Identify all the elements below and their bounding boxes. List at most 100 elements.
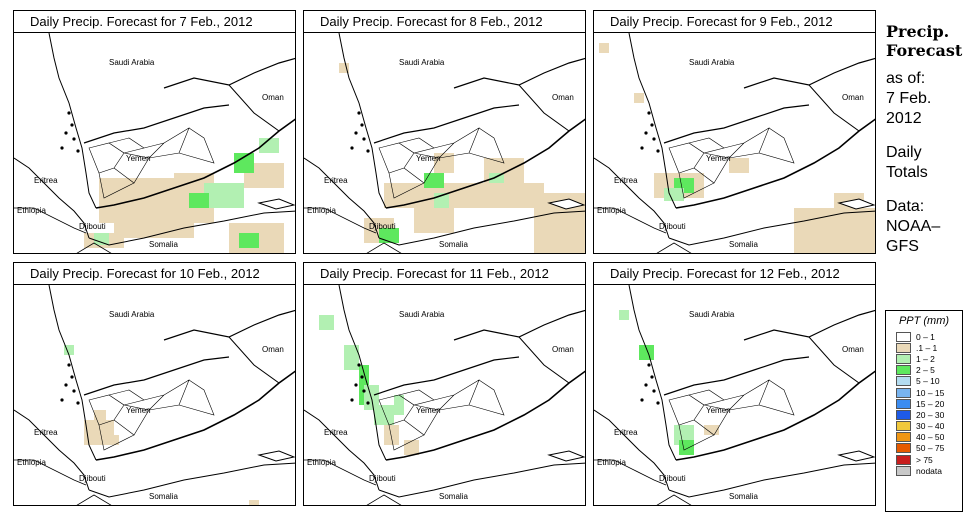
legend-label: 15 – 20 [916, 398, 945, 409]
island-dot [652, 137, 656, 141]
legend-swatch [896, 353, 911, 364]
panel-title: Daily Precip. Forecast for 9 Feb., 2012 [594, 11, 875, 33]
daily-label: Daily [886, 144, 922, 161]
legend-item: .1 – 1 [886, 342, 962, 353]
arabia-coastline [628, 285, 677, 461]
map-label-ethiopia: Ethiopia [17, 458, 46, 467]
map-label-oman: Oman [552, 345, 574, 354]
africa-coastline [594, 409, 670, 491]
legend-item: 10 – 15 [886, 387, 962, 398]
as-of-label: as of: [886, 70, 926, 87]
panel-title: Daily Precip. Forecast for 8 Feb., 2012 [304, 11, 585, 33]
somalia-border [366, 494, 402, 505]
arabia-coastline [48, 33, 97, 209]
legend-label: > 75 [916, 454, 933, 465]
legend-label: 5 – 10 [916, 376, 940, 387]
somalia-coastline [378, 462, 585, 498]
somalia-coastline [88, 210, 295, 246]
data-model: GFS [886, 238, 919, 255]
forecast-panel-feb-7: Daily Precip. Forecast for 7 Feb., 2012 … [13, 10, 296, 254]
legend-item: 50 – 75 [886, 443, 962, 454]
island-dot [67, 363, 71, 367]
island-dot [650, 375, 654, 379]
yemen-oman-border [518, 84, 570, 132]
island-dot [366, 149, 370, 153]
legend-label: .1 – 1 [916, 342, 938, 353]
map-label-somalia: Somalia [149, 492, 178, 501]
yemen-coastline [385, 370, 585, 461]
somalia-border [656, 494, 692, 505]
precip-cell [729, 158, 749, 173]
legend-item: 15 – 20 [886, 398, 962, 409]
island-dot [76, 149, 80, 153]
precip-cell [639, 345, 654, 360]
precip-cell [114, 208, 194, 238]
precip-cell [404, 440, 419, 455]
legend-item: 0 – 1 [886, 331, 962, 342]
yemen-coastline [95, 118, 295, 209]
island-dot [640, 146, 644, 150]
island-dot [354, 383, 358, 387]
saudi-oman-border [743, 309, 875, 341]
governorate-borders [88, 379, 215, 451]
precip-cell [204, 183, 244, 208]
precip-cell [704, 425, 719, 435]
precip-cell [374, 405, 394, 425]
eritrea-ethiopia-border [14, 207, 87, 234]
island-dot [72, 389, 76, 393]
eritrea-ethiopia-border [594, 459, 667, 486]
africa-coastline [304, 157, 380, 239]
precip-cell [99, 435, 119, 445]
island-dot [640, 398, 644, 402]
panel-title: Daily Precip. Forecast for 10 Feb., 2012 [14, 263, 295, 285]
legend-label: 40 – 50 [916, 432, 945, 443]
island-dot [360, 123, 364, 127]
precip-cell [234, 153, 254, 173]
governorate-borders [668, 379, 795, 451]
precip-cell [599, 43, 609, 53]
precip-map: Saudi Arabia Oman Yemen Eritrea Ethiopia Djib… [304, 285, 585, 505]
eritrea-ethiopia-border [14, 459, 87, 486]
precip-map: Saudi Arabia Oman Yemen Eritrea Ethiopia Djib… [14, 285, 295, 505]
legend-label: 30 – 40 [916, 421, 945, 432]
map-label-somalia: Somalia [439, 492, 468, 501]
legend-label: 1 – 2 [916, 353, 935, 364]
heading-line-2: Forecast [886, 41, 963, 60]
saudi-oman-border [163, 57, 295, 89]
legend-swatch [896, 365, 911, 376]
africa-coastline [14, 157, 90, 239]
island-dot [656, 401, 660, 405]
legend-swatch [896, 398, 911, 409]
socotra-island [547, 450, 585, 462]
yemen-coastline [675, 118, 875, 209]
precip-cell [794, 208, 875, 253]
map-label-saudi: Saudi Arabia [109, 58, 155, 67]
legend-label: 10 – 15 [916, 387, 945, 398]
island-dot [60, 146, 64, 150]
africa-coastline [304, 409, 380, 491]
panel-title: Daily Precip. Forecast for 7 Feb., 2012 [14, 11, 295, 33]
data-source: NOAA– [886, 218, 941, 235]
island-dot [656, 149, 660, 153]
governorate-borders [88, 127, 215, 199]
precip-cell [64, 345, 74, 355]
legend-item: 5 – 10 [886, 376, 962, 387]
precip-map: Saudi Arabia Oman Yemen Eritrea Ethiopia Djib… [594, 285, 875, 505]
map-label-eritrea: Eritrea [324, 428, 348, 437]
saudi-yemen-border [83, 104, 230, 144]
forecast-panel-feb-8: Daily Precip. Forecast for 8 Feb., 2012 … [303, 10, 586, 254]
map-label-djibouti: Djibouti [369, 222, 396, 231]
yemen-oman-border [808, 84, 860, 132]
africa-coastline [14, 409, 90, 491]
island-dot [67, 111, 71, 115]
somalia-border [76, 242, 112, 253]
precip-cell [489, 173, 504, 183]
map-label-yemen: Yemen [416, 154, 441, 163]
precip-cell [384, 425, 399, 445]
legend-item: 40 – 50 [886, 432, 962, 443]
yemen-coastline [95, 370, 295, 461]
map-label-djibouti: Djibouti [79, 474, 106, 483]
saudi-oman-border [163, 309, 295, 341]
somalia-coastline [668, 462, 875, 498]
legend-swatch [896, 421, 911, 432]
